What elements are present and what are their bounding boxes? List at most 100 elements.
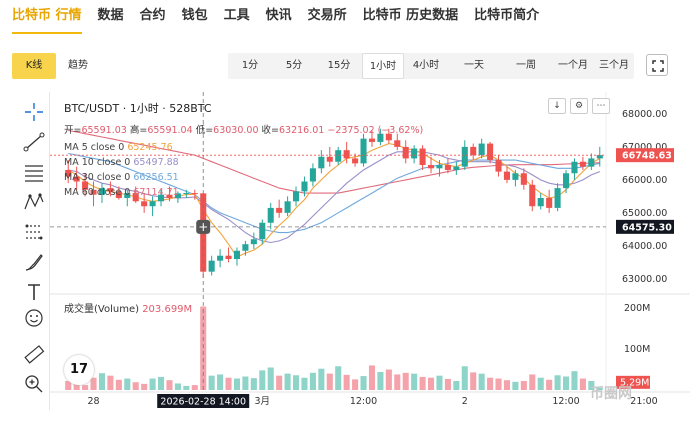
ma10-readout: MA 10 close 0 65497.88 (64, 157, 423, 168)
close-label: 收= (261, 125, 279, 136)
emoji-icon[interactable] (22, 306, 46, 330)
kline-button[interactable]: K线 (12, 53, 56, 79)
nav-item-1[interactable]: 数据 (97, 8, 124, 23)
candle-body (157, 194, 165, 202)
volume-bar (478, 373, 485, 390)
candle-body (487, 143, 494, 161)
candle-body (368, 138, 376, 142)
timeframe-7[interactable]: 一个月 (558, 60, 588, 71)
timeframe-3[interactable]: 1小时 (362, 53, 404, 79)
settings-icon[interactable]: ⚙ (570, 98, 588, 114)
timeframe-8[interactable]: 三个月 (599, 60, 629, 71)
timeframe-6[interactable]: 一周 (516, 60, 536, 71)
volume-bar (470, 372, 477, 390)
brush-icon[interactable] (22, 250, 46, 274)
top-nav: 比特币 行情 数据 合约 钱包 工具 快讯 交易所 比特币 历史数据 比特币简介 (0, 0, 690, 36)
candle-body (546, 198, 553, 208)
candle-body (107, 188, 114, 192)
nav-item-3[interactable]: 钱包 (181, 8, 208, 23)
drawing-toolbar (0, 92, 50, 410)
volume-bar (174, 383, 181, 390)
current-volume-tag (616, 375, 650, 389)
nav-item-7[interactable]: 比特币 历史数据 (362, 8, 459, 23)
x-tick-label: 28 (87, 396, 99, 407)
crosshair-add-box (196, 219, 211, 234)
candle-body (335, 150, 342, 162)
candle-body (352, 158, 359, 164)
trendline-icon[interactable] (22, 130, 46, 154)
watermark: 币圈网 (590, 386, 632, 402)
volume-bar (73, 382, 80, 390)
arrow-down-icon[interactable]: ↓ (548, 98, 566, 114)
x-tick-label: 12:00 (552, 396, 579, 407)
volume-bar (546, 379, 553, 390)
candle-body (225, 255, 232, 260)
candle-body (520, 173, 527, 185)
timeframe-1[interactable]: 5分 (285, 60, 303, 71)
price-tick-label: 65000.00 (622, 208, 667, 219)
timeframe-5[interactable]: 一天 (464, 60, 484, 71)
chart-legend: BTC/USDT · 1小时 · 528BTC 开=65591.03 高=655… (64, 100, 423, 202)
volume-bar (352, 379, 359, 390)
trend-button[interactable]: 趋势 (68, 60, 88, 71)
timeframe-0[interactable]: 1分 (241, 60, 259, 71)
ma60-label: MA 60 close 0 (64, 187, 131, 198)
nav-item-4[interactable]: 工具 (223, 8, 250, 23)
candle-body (132, 193, 139, 202)
timeframe-4[interactable]: 4小时 (412, 60, 440, 71)
x-tick-label: 2 (462, 396, 468, 407)
price-tick-label: 64000.00 (622, 241, 667, 252)
gann-icon[interactable] (22, 220, 46, 244)
zoom-in-icon[interactable] (22, 372, 46, 396)
nav-item-0[interactable]: 比特币 行情 (12, 8, 82, 23)
more-icon[interactable]: ⋯ (592, 98, 610, 114)
ma30-line (68, 152, 600, 234)
ma30-label: MA 30 close 0 (64, 172, 131, 183)
tradingview-logo[interactable]: 17 (64, 355, 94, 385)
candle-body (309, 168, 316, 182)
candle-body (503, 171, 511, 180)
crosshair-icon[interactable] (22, 100, 46, 124)
volume-bar (461, 366, 468, 390)
candle-body (562, 173, 570, 189)
candle-body (343, 150, 350, 159)
current-price-tag (616, 148, 674, 163)
volume-bar (596, 387, 603, 390)
volume-value: 203.699M (142, 304, 193, 315)
fib-lines-icon[interactable] (22, 160, 46, 184)
crosshair-time-label: 2026-02-28 14:00 (160, 397, 246, 408)
nav-item-5[interactable]: 快讯 (265, 8, 292, 23)
symbol-title: BTC/USDT · 1小时 · 528BTC (64, 102, 212, 115)
volume-bar (284, 373, 291, 390)
volume-bar (267, 367, 274, 390)
volume-bar (453, 380, 460, 390)
candle-body (461, 146, 468, 167)
volume-bar (225, 377, 232, 390)
crosshair-add-icon: + (198, 220, 208, 234)
volume-bar (360, 376, 367, 390)
fullscreen-icon[interactable] (646, 54, 668, 76)
nav-item-6[interactable]: 交易所 (307, 8, 347, 23)
candle-body (191, 193, 198, 195)
volume-bar (394, 374, 401, 390)
nav-item-8[interactable]: 比特币简介 (474, 8, 540, 23)
volume-bar (132, 382, 139, 390)
x-tick-label: 3月 (255, 396, 271, 407)
nav-item-2[interactable]: 合约 (139, 8, 166, 23)
low-label: 低= (195, 125, 214, 136)
candle-body (166, 194, 173, 198)
candle-body (512, 173, 519, 180)
price-chart[interactable]: 68000.00 67000.00 66000.00 65000.00 64000.00… (50, 92, 690, 422)
text-icon[interactable] (22, 280, 46, 304)
timeframe-2[interactable]: 15分 (327, 60, 351, 71)
low-value: 63030.00 (213, 125, 259, 136)
candle-body (65, 169, 72, 177)
volume-bar (191, 385, 198, 390)
volume-bar (242, 376, 249, 390)
ruler-icon[interactable] (22, 342, 46, 366)
pattern-icon[interactable] (22, 190, 46, 214)
chart-area[interactable]: 68000.00 67000.00 66000.00 65000.00 64000.00… (50, 92, 690, 422)
candle-body (537, 198, 544, 207)
volume-bar (259, 370, 266, 390)
volume-bar (503, 380, 511, 390)
